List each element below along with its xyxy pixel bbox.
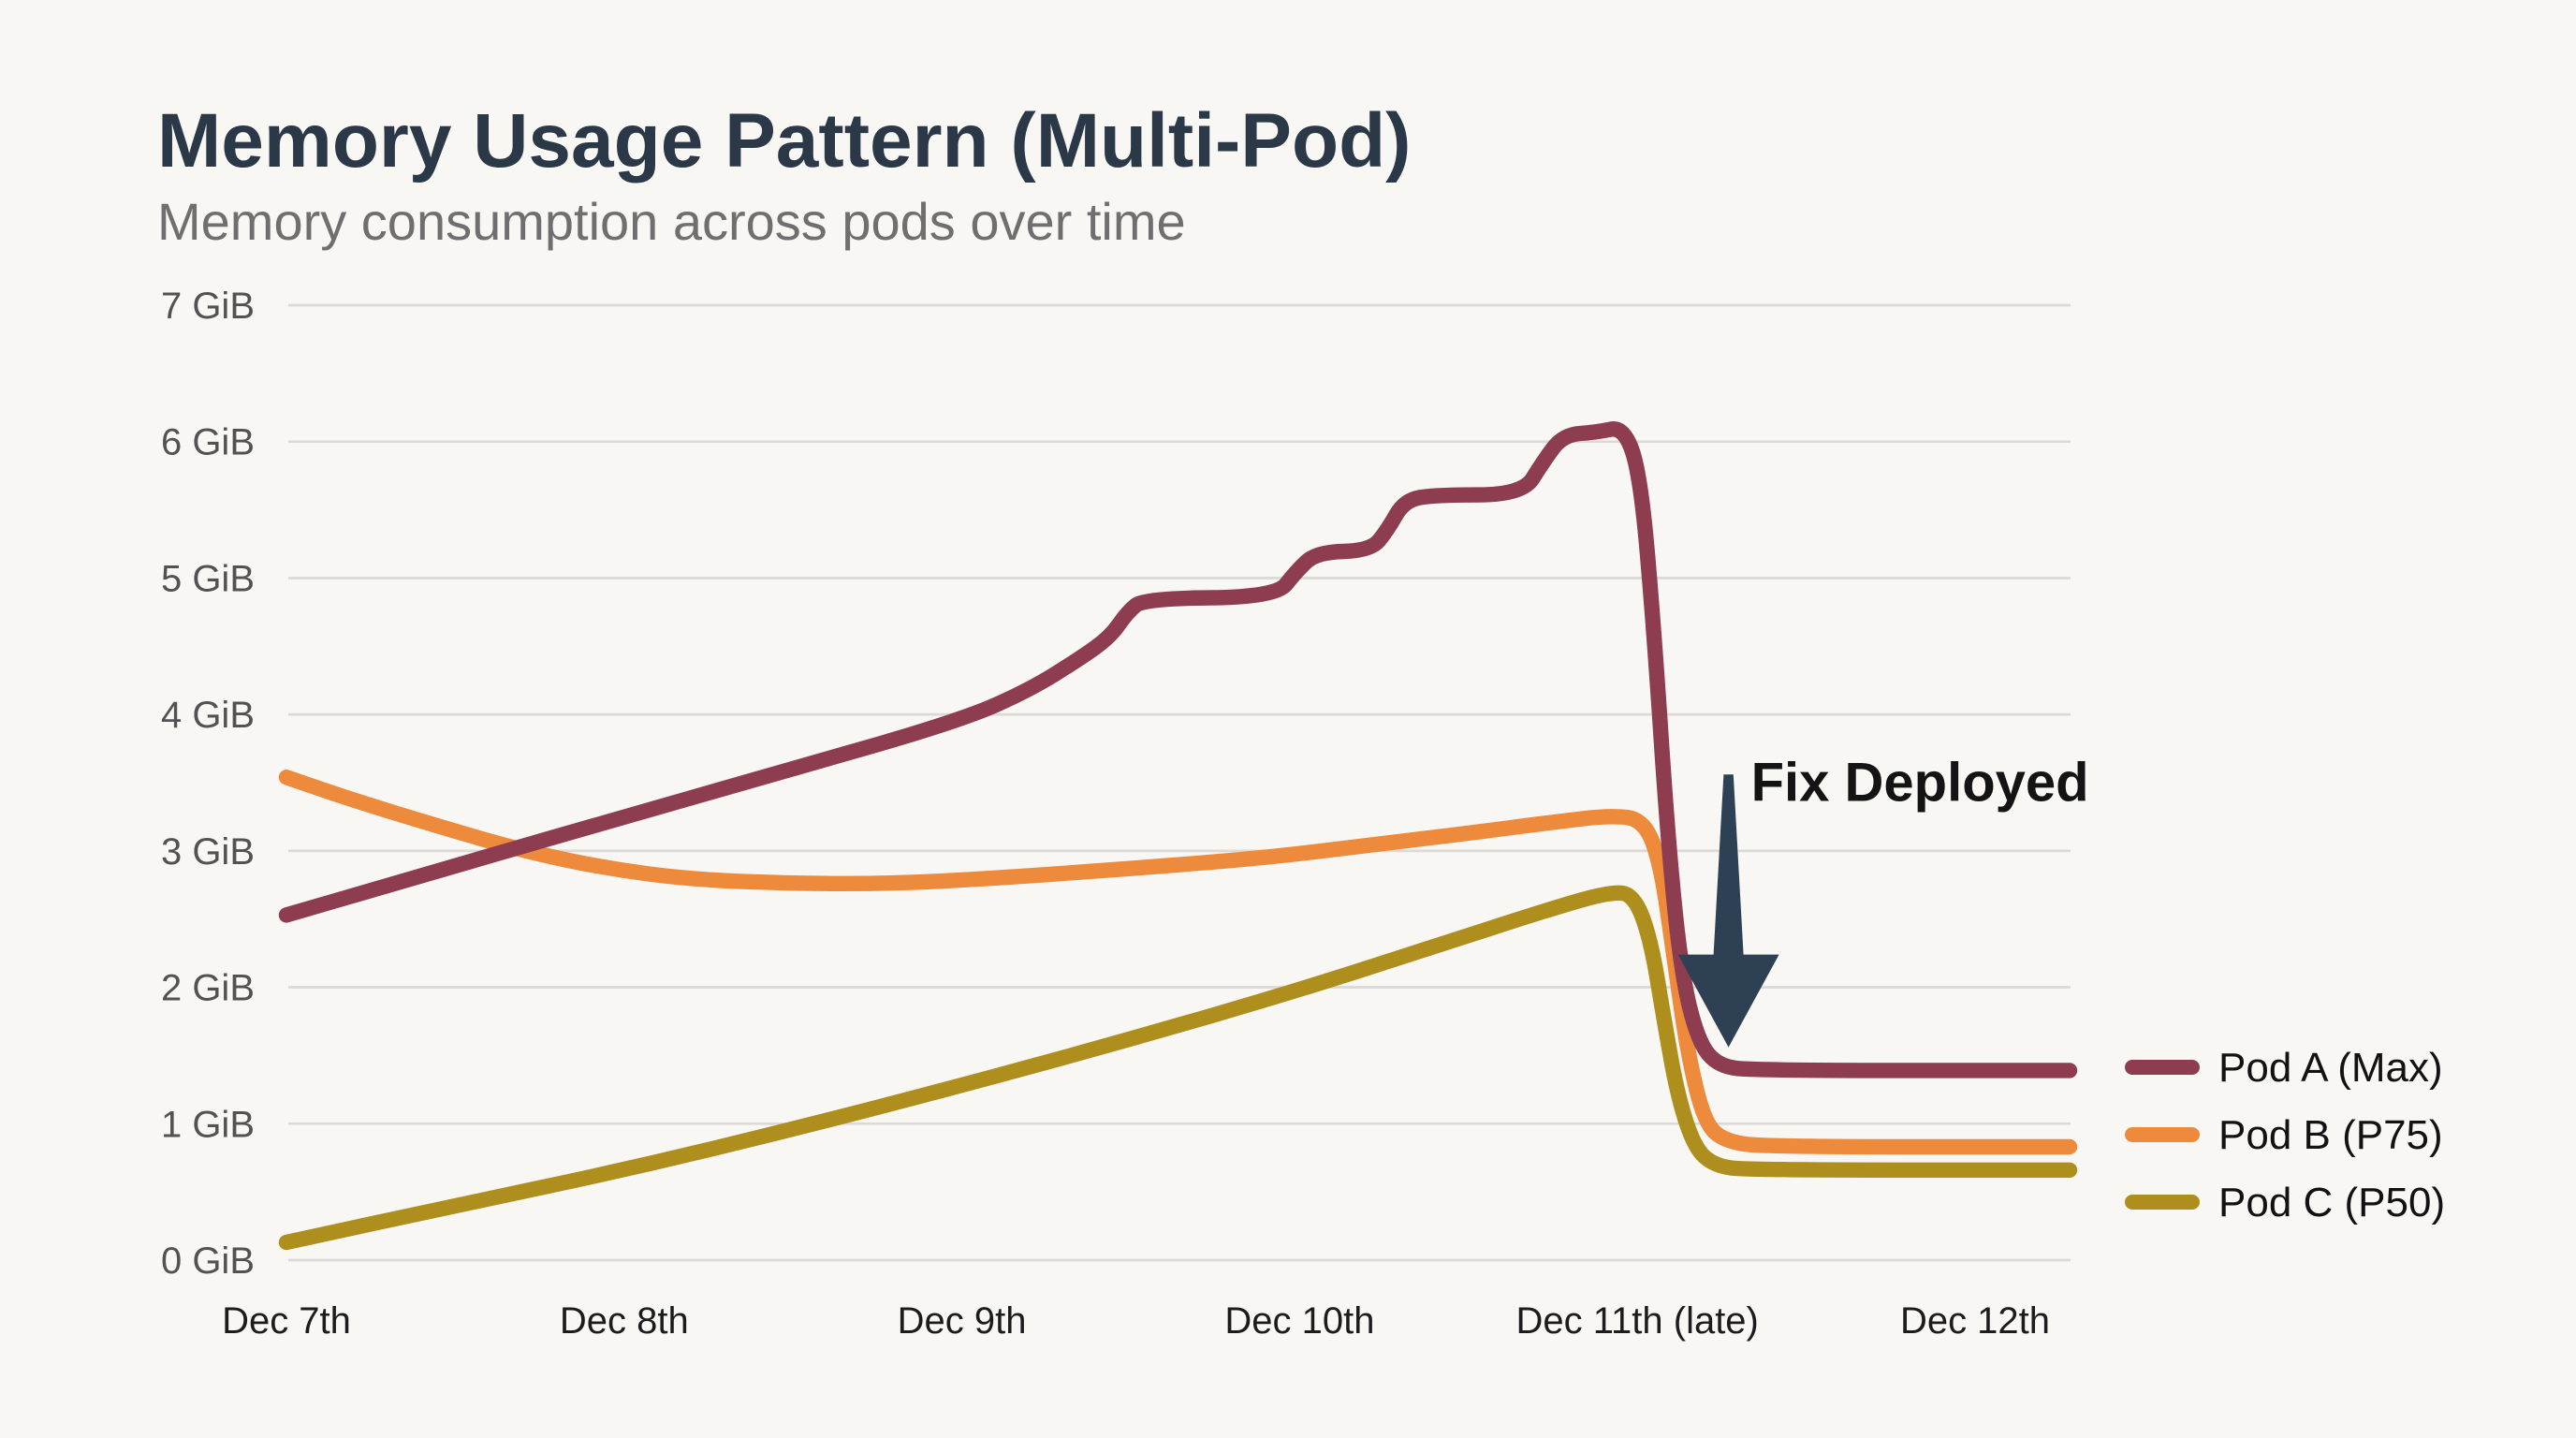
down-arrow-icon: [1677, 774, 1779, 1048]
series-lines: [278, 421, 2078, 1251]
chart-subtitle: Memory consumption across pods over time: [157, 192, 1186, 251]
x-axis-labels: Dec 7th Dec 8th Dec 9th Dec 10th Dec 11th (l…: [222, 1300, 2050, 1342]
x-tick-label: Dec 10th: [1224, 1300, 1374, 1342]
y-tick-label: 1 GiB: [161, 1104, 255, 1145]
y-tick-label: 3 GiB: [161, 831, 255, 873]
legend-label-pod-c-p50-: Pod C (P50): [2218, 1180, 2445, 1225]
series-line-pod-a-max-: [278, 421, 2078, 1078]
x-tick-label: Dec 12th: [1900, 1300, 2050, 1342]
y-axis-labels: 0 GiB 1 GiB 2 GiB 3 GiB 4 GiB 5 GiB 6 GiB 7 GiB: [161, 286, 255, 1282]
legend-label-pod-b-p75-: Pod B (P75): [2218, 1112, 2443, 1158]
x-tick-label: Dec 7th: [222, 1300, 351, 1342]
y-tick-label: 0 GiB: [161, 1240, 255, 1282]
y-tick-label: 4 GiB: [161, 695, 255, 736]
y-tick-label: 7 GiB: [161, 286, 255, 327]
fix-deployed-annotation: Fix Deployed: [1677, 752, 2089, 1048]
series-line-pod-b-p75-: [278, 770, 2078, 1155]
series-line-pod-c-p50-: [278, 885, 2078, 1251]
y-tick-label: 6 GiB: [161, 422, 255, 463]
gridlines: [288, 303, 2071, 1262]
x-tick-label: Dec 11th (late): [1516, 1300, 1759, 1342]
x-tick-label: Dec 9th: [898, 1300, 1027, 1342]
legend-label-pod-a-max-: Pod A (Max): [2218, 1045, 2443, 1091]
y-tick-label: 2 GiB: [161, 968, 255, 1009]
fix-deployed-label: Fix Deployed: [1751, 752, 2089, 813]
chart-title: Memory Usage Pattern (Multi-Pod): [157, 98, 1411, 183]
legend: Pod A (Max) Pod B (P75) Pod C (P50): [2125, 1045, 2445, 1225]
x-tick-label: Dec 8th: [560, 1300, 689, 1342]
y-tick-label: 5 GiB: [161, 558, 255, 599]
